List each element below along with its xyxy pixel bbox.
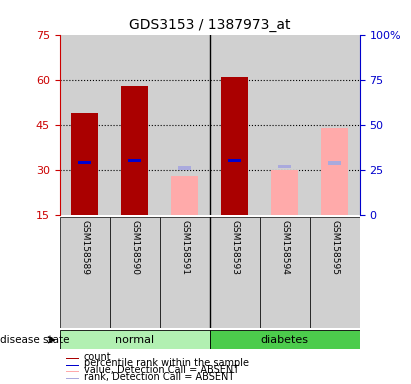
Text: diabetes: diabetes <box>261 335 309 345</box>
Bar <box>210 330 360 349</box>
Bar <box>60 217 110 328</box>
Bar <box>121 86 148 215</box>
Text: GSM158590: GSM158590 <box>130 220 139 275</box>
Text: value, Detection Call = ABSENT: value, Detection Call = ABSENT <box>83 365 239 375</box>
Bar <box>66 378 79 379</box>
Title: GDS3153 / 1387973_at: GDS3153 / 1387973_at <box>129 18 290 32</box>
Bar <box>66 358 79 359</box>
Text: count: count <box>83 352 111 362</box>
Text: rank, Detection Call = ABSENT: rank, Detection Call = ABSENT <box>83 372 234 382</box>
Text: GSM158593: GSM158593 <box>230 220 239 275</box>
Text: percentile rank within the sample: percentile rank within the sample <box>83 358 249 368</box>
Text: GSM158591: GSM158591 <box>180 220 189 275</box>
Text: GSM158594: GSM158594 <box>280 220 289 275</box>
Bar <box>210 35 260 215</box>
Bar <box>228 159 242 162</box>
Bar <box>178 166 192 170</box>
Bar <box>66 371 79 372</box>
Text: disease state: disease state <box>0 335 69 345</box>
Bar <box>60 330 210 349</box>
Text: GSM158595: GSM158595 <box>330 220 339 275</box>
Bar <box>159 217 210 328</box>
Bar <box>278 164 291 168</box>
Bar <box>309 217 360 328</box>
Bar <box>60 35 110 215</box>
Bar <box>221 77 248 215</box>
Bar <box>328 161 342 164</box>
Bar <box>171 176 199 215</box>
Bar <box>78 161 92 164</box>
Text: normal: normal <box>115 335 154 345</box>
Bar <box>71 113 98 215</box>
Bar <box>128 159 141 162</box>
Bar <box>321 128 349 215</box>
Bar <box>260 217 309 328</box>
Bar <box>260 35 309 215</box>
Bar <box>159 35 210 215</box>
Bar <box>110 217 159 328</box>
Bar <box>66 364 79 366</box>
Bar <box>210 217 260 328</box>
Bar <box>110 35 159 215</box>
Text: GSM158589: GSM158589 <box>80 220 89 275</box>
Bar <box>271 170 298 215</box>
Bar <box>309 35 360 215</box>
